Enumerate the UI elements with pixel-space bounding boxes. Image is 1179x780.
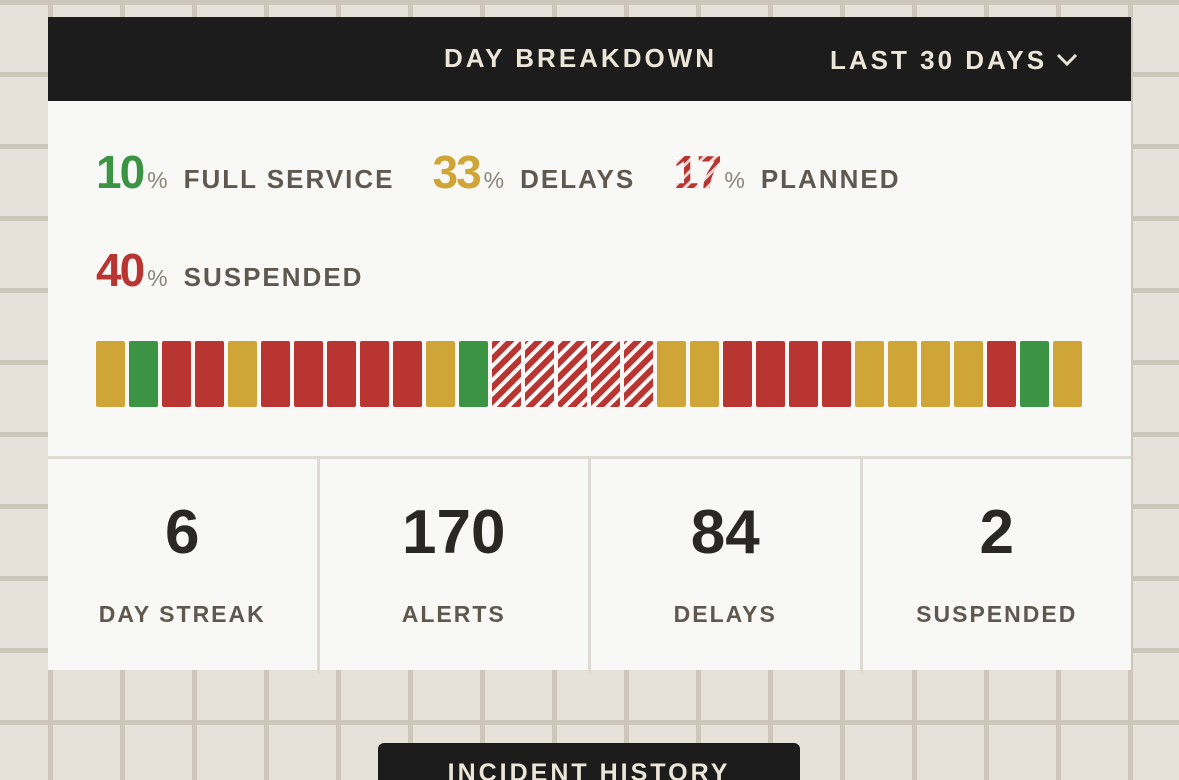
incident-history-button[interactable]: INCIDENT HISTORY [378,743,800,780]
day-bar [162,341,191,407]
day-bar [954,341,983,407]
stat-label: DAY STREAK [98,601,266,627]
stat-value: 84 [690,498,760,567]
day-bar [1020,341,1049,407]
day-bar [360,341,389,407]
percent-unit: % [724,167,745,193]
header: DAY BREAKDOWN LAST 30 DAYS [48,17,1131,101]
legend-label: FULL SERVICE [183,164,395,194]
day-bars [96,341,1082,407]
day-bar [756,341,785,407]
stats-row: 6 DAY STREAK 170 ALERTS 84 DELAYS 2 SUSPENDED [48,456,1131,673]
day-bar [459,341,488,407]
day-bar [129,341,158,407]
percent-unit: % [147,265,168,291]
day-bar [426,341,455,407]
day-bar [525,341,554,407]
legend-item: 17% PLANNED [673,145,901,198]
day-bar [492,341,521,407]
day-bar [822,341,851,407]
day-bar [921,341,950,407]
day-bar [987,341,1016,407]
day-bar [261,341,290,407]
header-title: DAY BREAKDOWN [444,43,718,73]
day-bar [96,341,125,407]
stat: 170 ALERTS [316,459,589,673]
legend-label: PLANNED [760,164,901,194]
day-bar [657,341,686,407]
breakdown-card: DAY BREAKDOWN LAST 30 DAYS 10% FULL SERVI… [48,17,1131,673]
legend-item: 40% SUSPENDED [96,243,364,296]
day-bar [1053,341,1082,407]
stat: 6 DAY STREAK [48,459,317,673]
percent-value: 33 [432,146,481,198]
legend-label: DELAYS [520,164,636,194]
day-bar [855,341,884,407]
dropdown-icon[interactable] [1056,53,1078,67]
stat-label: SUSPENDED [916,601,1078,627]
day-bar [723,341,752,407]
legend: 10% FULL SERVICE 33% DELAYS 17% PLANNED 40% SUS… [96,145,996,296]
day-bar [294,341,323,407]
stat-label: DELAYS [673,601,777,627]
stat-value: 2 [979,498,1014,567]
stat-value: 6 [165,498,200,567]
day-bar [591,341,620,407]
legend-label: SUSPENDED [183,262,364,292]
percent-unit: % [483,167,505,193]
day-bar [327,341,356,407]
day-bar [888,341,917,407]
percent-value: 10 [96,146,145,198]
day-bar [393,341,422,407]
stat-label: ALERTS [401,601,506,627]
range-select[interactable]: LAST 30 DAYS [830,45,1048,75]
percent-unit: % [147,167,168,193]
stat-value: 170 [402,498,506,567]
day-bar [789,341,818,407]
day-bar [195,341,224,407]
stat: 84 DELAYS [588,459,860,673]
day-bar [690,341,719,407]
legend-item: 10% FULL SERVICE [96,145,395,198]
percent-value: 40 [96,244,145,296]
day-bar [558,341,587,407]
day-bar [624,341,653,407]
day-bar [228,341,257,407]
percent-value: 17 [673,146,722,198]
stat: 2 SUSPENDED [859,459,1132,673]
legend-item: 33% DELAYS [432,145,636,198]
